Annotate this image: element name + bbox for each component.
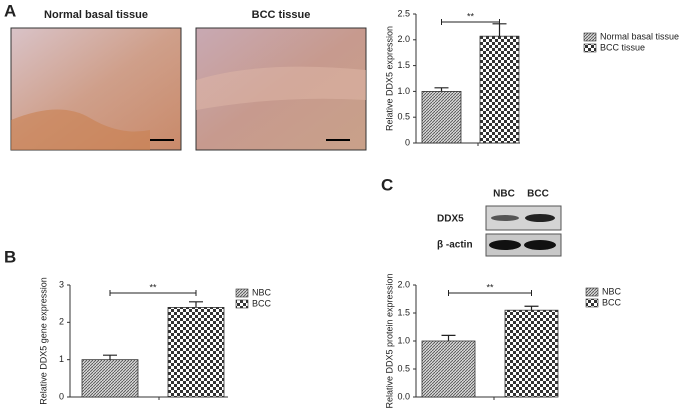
y-tick-label: 0.0 (397, 391, 410, 401)
error-bar (492, 23, 507, 37)
y-tick-label: 0 (405, 137, 410, 147)
y-tick-label: 1 (59, 354, 64, 364)
significance-bracket (441, 19, 500, 25)
band (524, 240, 556, 250)
legend-label: BCC tissue (600, 42, 645, 52)
legend-label: Normal basal tissue (600, 31, 679, 41)
y-tick-label: 2 (59, 317, 64, 327)
image-caption: BCC tissue (252, 9, 311, 21)
row-label: β -actin (437, 240, 473, 251)
legend-swatch (583, 32, 597, 42)
legend-swatch (583, 43, 597, 53)
y-tick-label: 1.0 (397, 86, 410, 96)
y-tick-label: 0.5 (397, 112, 410, 122)
bar (167, 306, 225, 398)
error-bar (189, 301, 203, 308)
error-bar (103, 354, 117, 360)
significance-bracket (448, 290, 532, 296)
error-bar (524, 305, 539, 311)
legend-label: BCC (602, 297, 622, 307)
band (491, 215, 519, 221)
tissue-region (11, 109, 150, 150)
error-bar (434, 87, 449, 92)
panel-label: C (381, 175, 393, 194)
panel-label: A (4, 1, 16, 20)
band (525, 214, 555, 222)
bar (421, 340, 476, 398)
y-tick-label: 1.0 (397, 335, 410, 345)
lane-label: NBC (493, 189, 515, 200)
tissue-region (196, 66, 366, 110)
legend-swatch (585, 287, 599, 297)
legend-swatch (585, 298, 599, 308)
significance-label: ** (149, 282, 157, 292)
panel-label: B (4, 247, 16, 266)
legend-swatch (235, 288, 249, 298)
blot-strip (485, 233, 562, 257)
image-caption: Normal basal tissue (44, 9, 148, 21)
y-axis-label: Relative DDX5 protein expression (384, 273, 394, 408)
legend-swatch (235, 299, 249, 309)
y-tick-label: 2.5 (397, 8, 410, 18)
error-bar (441, 334, 456, 341)
y-tick-label: 0.5 (397, 363, 410, 373)
y-axis-label: Relative DDX5 expression (384, 26, 394, 131)
bar (421, 91, 462, 144)
bar (81, 359, 139, 398)
y-axis-label: Relative DDX5 gene expression (38, 277, 48, 405)
y-tick-label: 3 (59, 279, 64, 289)
lane-label: BCC (527, 189, 549, 200)
bar (479, 35, 520, 144)
y-tick-label: 0 (59, 391, 64, 401)
band (489, 240, 521, 250)
legend-label: BCC (252, 298, 272, 308)
legend-label: NBC (602, 286, 622, 296)
bar (504, 309, 559, 398)
significance-label: ** (486, 282, 494, 292)
row-label: DDX5 (437, 214, 464, 225)
significance-bracket (109, 290, 197, 296)
y-tick-label: 1.5 (397, 307, 410, 317)
y-tick-label: 2.0 (397, 34, 410, 44)
y-tick-label: 1.5 (397, 60, 410, 70)
legend-label: NBC (252, 287, 272, 297)
significance-label: ** (467, 11, 475, 21)
y-tick-label: 2.0 (397, 279, 410, 289)
